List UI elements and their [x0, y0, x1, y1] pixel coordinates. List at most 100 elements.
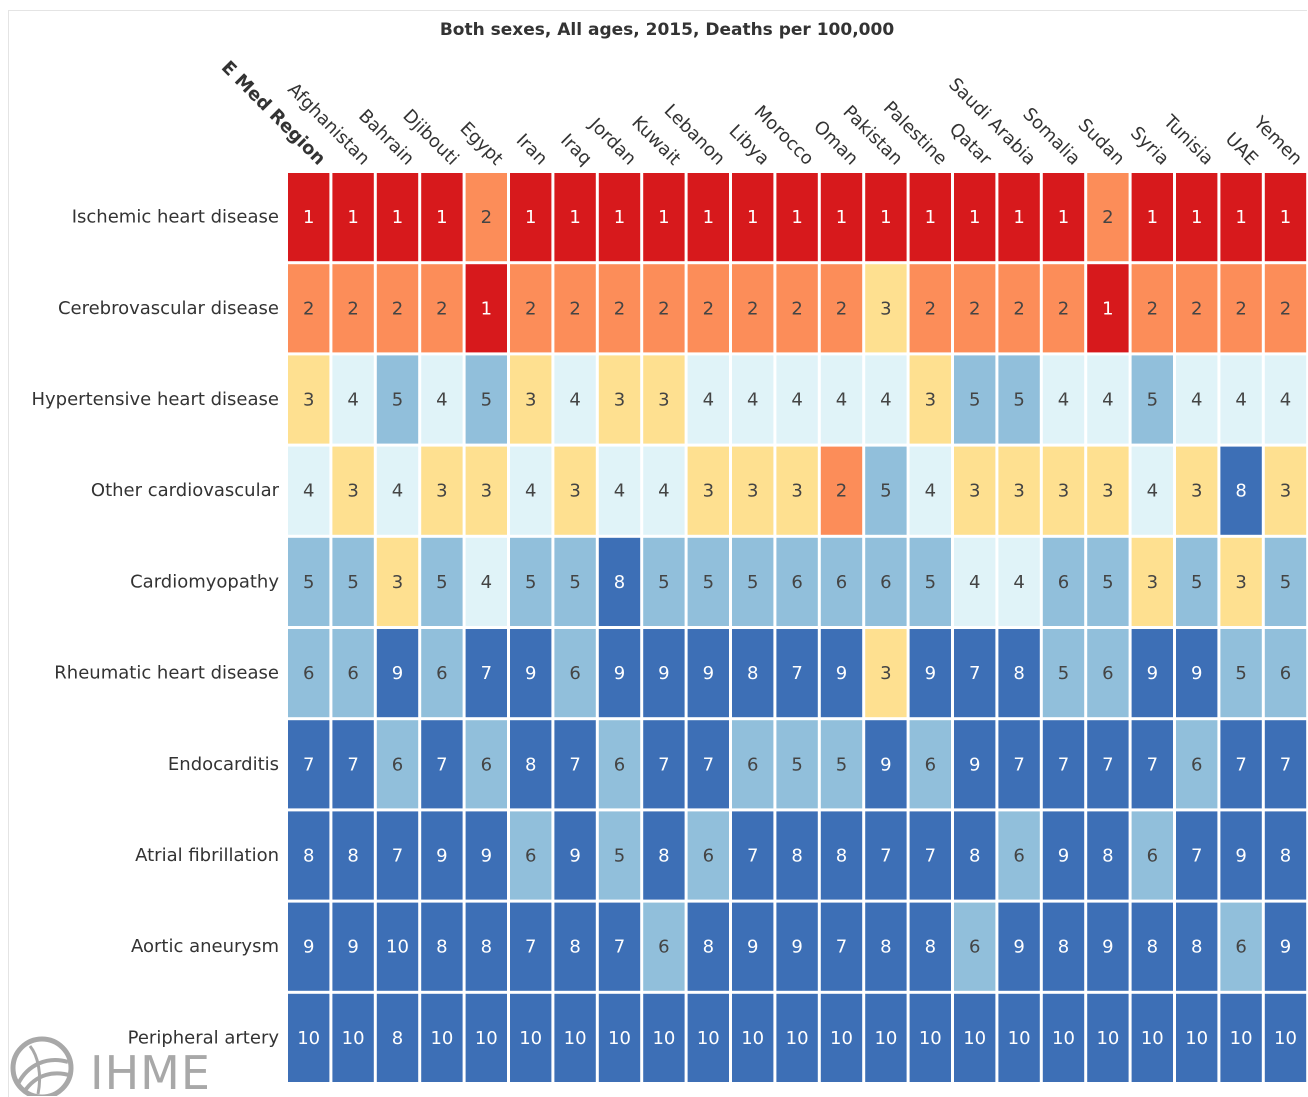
cell-value-label: 7: [1147, 754, 1158, 775]
cell-value-label: 5: [969, 390, 980, 411]
heatmap-cell: [732, 902, 774, 991]
cell-value-label: 7: [658, 754, 669, 775]
heatmap-cell: [332, 446, 374, 535]
heatmap-cell: [1087, 264, 1129, 353]
heatmap-cell: [1042, 355, 1085, 444]
heatmap-cell: [909, 355, 951, 444]
heatmap-cell: [687, 720, 729, 809]
heatmap-cell: [1220, 629, 1262, 718]
heatmap-cell: [998, 537, 1040, 626]
cell-value-label: 4: [481, 572, 492, 593]
heatmap-cell: [598, 173, 641, 262]
cell-value-label: 3: [303, 390, 314, 411]
cell-value-label: 8: [1058, 937, 1069, 958]
heatmap-cell: [332, 173, 374, 262]
heatmap-cell: [1131, 902, 1173, 991]
heatmap-cell: [732, 720, 774, 809]
heatmap-cell: [288, 629, 330, 718]
cell-value-label: 8: [569, 937, 580, 958]
cell-value-label: 5: [1191, 572, 1202, 593]
cell-value-label: 6: [969, 937, 980, 958]
cell-value-label: 6: [1147, 846, 1158, 867]
cell-value-label: 6: [1013, 846, 1024, 867]
heatmap-cell: [909, 902, 951, 991]
heatmap-cell: [998, 720, 1040, 809]
cell-value-label: 9: [969, 754, 980, 775]
column-label: Egypt: [456, 118, 508, 170]
cell-value-label: 2: [836, 298, 847, 319]
heatmap-cell: [1264, 720, 1307, 809]
cell-value-label: 10: [830, 1028, 853, 1049]
heatmap-cell: [1042, 811, 1085, 900]
cell-value-label: 5: [703, 572, 714, 593]
cell-value-label: 10: [1230, 1028, 1253, 1049]
cell-value-label: 10: [608, 1028, 631, 1049]
cell-value-label: 8: [703, 937, 714, 958]
cell-value-label: 7: [1058, 754, 1069, 775]
cell-value-label: 3: [747, 481, 758, 502]
heatmap-cell: [776, 355, 818, 444]
cell-value-label: 3: [791, 481, 802, 502]
heatmap-cell: [510, 811, 552, 900]
cell-value-label: 4: [658, 481, 669, 502]
cell-value-label: 10: [652, 1028, 675, 1049]
heatmap-cell: [1176, 355, 1218, 444]
cell-value-label: 2: [481, 207, 492, 228]
cell-value-label: 4: [436, 390, 447, 411]
heatmap-cell: [376, 537, 419, 626]
cell-value-label: 7: [303, 754, 314, 775]
cell-value-label: 10: [919, 1028, 942, 1049]
heatmap-cell: [909, 446, 951, 535]
row-label: Ischemic heart disease: [72, 207, 279, 228]
cell-value-label: 1: [481, 298, 492, 319]
cell-value-label: 8: [969, 846, 980, 867]
cell-value-label: 1: [1235, 207, 1246, 228]
cell-value-label: 2: [1235, 298, 1246, 319]
heatmap-cell: [598, 264, 641, 353]
cell-value-label: 8: [1191, 937, 1202, 958]
heatmap-cell: [1264, 902, 1307, 991]
row-label: Peripheral artery: [128, 1027, 280, 1048]
column-label: Tunisia: [1158, 110, 1217, 169]
cell-value-label: 6: [703, 846, 714, 867]
cell-value-label: 10: [430, 1028, 453, 1049]
cell-value-label: 8: [747, 663, 758, 684]
cell-value-label: 9: [1147, 663, 1158, 684]
heatmap-cell: [332, 902, 374, 991]
cell-value-label: 7: [703, 754, 714, 775]
cell-value-label: 5: [614, 846, 625, 867]
cell-value-label: 1: [703, 207, 714, 228]
heatmap-cell: [954, 537, 996, 626]
cell-value-label: 8: [1102, 846, 1113, 867]
cell-value-label: 4: [747, 390, 758, 411]
heatmap-cell: [909, 720, 951, 809]
cell-value-label: 9: [1235, 846, 1246, 867]
row-label: Aortic aneurysm: [131, 936, 279, 957]
cell-value-label: 1: [1102, 298, 1113, 319]
heatmap-cell: [288, 173, 330, 262]
column-label: Yemen: [1249, 112, 1307, 170]
cell-value-label: 5: [1235, 663, 1246, 684]
heatmap-cell: [288, 446, 330, 535]
cell-value-label: 2: [836, 481, 847, 502]
heatmap-cell: [954, 720, 996, 809]
heatmap-cell: [1042, 902, 1085, 991]
heatmap-cell: [510, 173, 552, 262]
heatmap-cell: [1042, 993, 1085, 1082]
cell-value-label: 1: [1147, 207, 1158, 228]
cell-value-label: 5: [925, 572, 936, 593]
heatmap-cell: [909, 173, 951, 262]
heatmap-cell: [288, 720, 330, 809]
cell-value-label: 2: [658, 298, 669, 319]
heatmap-cell: [1220, 173, 1262, 262]
heatmap-cell: [998, 811, 1040, 900]
heatmap-cell: [1264, 446, 1307, 535]
cell-value-label: 9: [392, 663, 403, 684]
heatmap-cell: [554, 446, 596, 535]
heatmap-cell: [1042, 537, 1085, 626]
cell-value-label: 10: [342, 1028, 365, 1049]
heatmap-cell: [954, 902, 996, 991]
heatmap-cell: [732, 811, 774, 900]
cell-value-label: 4: [1235, 390, 1246, 411]
heatmap-cell: [687, 902, 729, 991]
